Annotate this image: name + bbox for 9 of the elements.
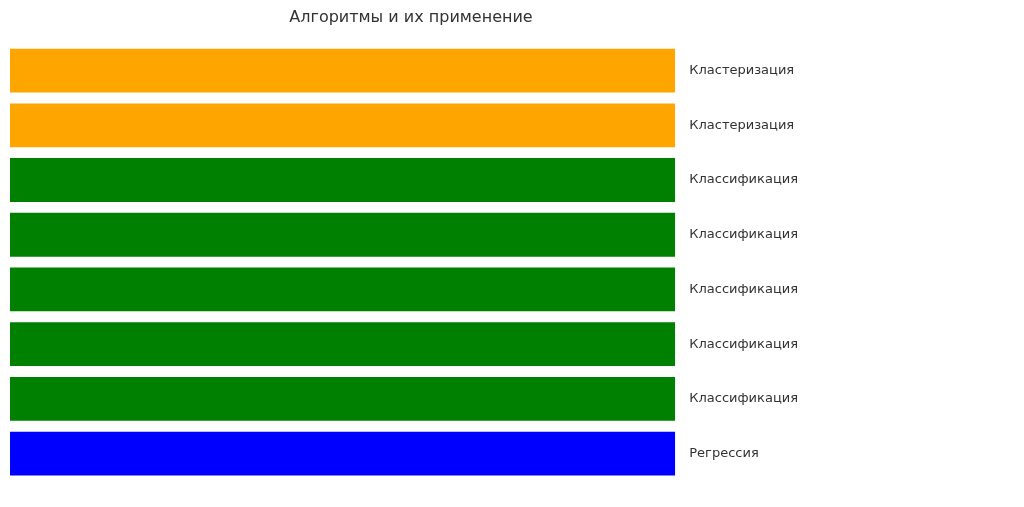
y-tick-label: Кластеризация <box>689 116 795 132</box>
y-tick-label: Классификация <box>689 390 798 406</box>
y-tick-label: Регрессия <box>689 445 759 461</box>
chart-title: Алгоритмы и их применение <box>289 6 533 26</box>
y-tick-label: Классификация <box>689 280 798 296</box>
y-tick-label: Классификация <box>689 226 798 242</box>
y-tick-label: Кластеризация <box>689 61 795 77</box>
y-tick-label: Классификация <box>689 335 798 351</box>
y-tick-label: Классификация <box>689 171 798 187</box>
